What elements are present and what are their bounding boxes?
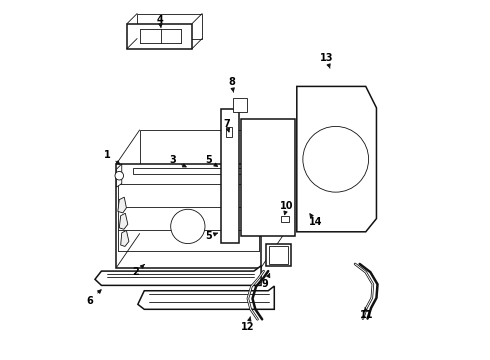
Text: 3: 3 <box>170 156 186 167</box>
Circle shape <box>171 209 205 244</box>
Polygon shape <box>119 213 128 229</box>
Circle shape <box>303 126 368 192</box>
Text: 7: 7 <box>223 118 230 132</box>
Polygon shape <box>95 266 261 285</box>
Text: 2: 2 <box>133 265 145 277</box>
Polygon shape <box>140 130 284 234</box>
Text: 6: 6 <box>86 290 101 306</box>
Polygon shape <box>117 164 122 187</box>
Polygon shape <box>226 127 232 137</box>
Polygon shape <box>266 244 291 266</box>
Polygon shape <box>137 14 202 39</box>
Text: 1: 1 <box>104 150 120 164</box>
Text: 12: 12 <box>241 317 255 332</box>
Polygon shape <box>133 168 259 174</box>
Polygon shape <box>138 286 274 309</box>
Text: 5: 5 <box>205 231 218 242</box>
Polygon shape <box>117 164 261 267</box>
Polygon shape <box>127 23 192 49</box>
Text: 5: 5 <box>205 156 218 166</box>
Polygon shape <box>269 247 288 264</box>
Text: 4: 4 <box>157 15 163 28</box>
Text: 14: 14 <box>309 214 322 227</box>
Text: 11: 11 <box>360 307 373 320</box>
Polygon shape <box>281 216 289 222</box>
Text: 8: 8 <box>228 77 235 92</box>
Polygon shape <box>220 109 239 243</box>
Polygon shape <box>121 230 129 247</box>
Circle shape <box>115 171 123 180</box>
Text: 9: 9 <box>262 274 270 289</box>
Polygon shape <box>118 197 126 213</box>
Text: 13: 13 <box>319 53 333 68</box>
Polygon shape <box>242 118 295 237</box>
Text: 10: 10 <box>280 201 294 215</box>
Polygon shape <box>297 86 376 232</box>
Polygon shape <box>233 98 247 112</box>
